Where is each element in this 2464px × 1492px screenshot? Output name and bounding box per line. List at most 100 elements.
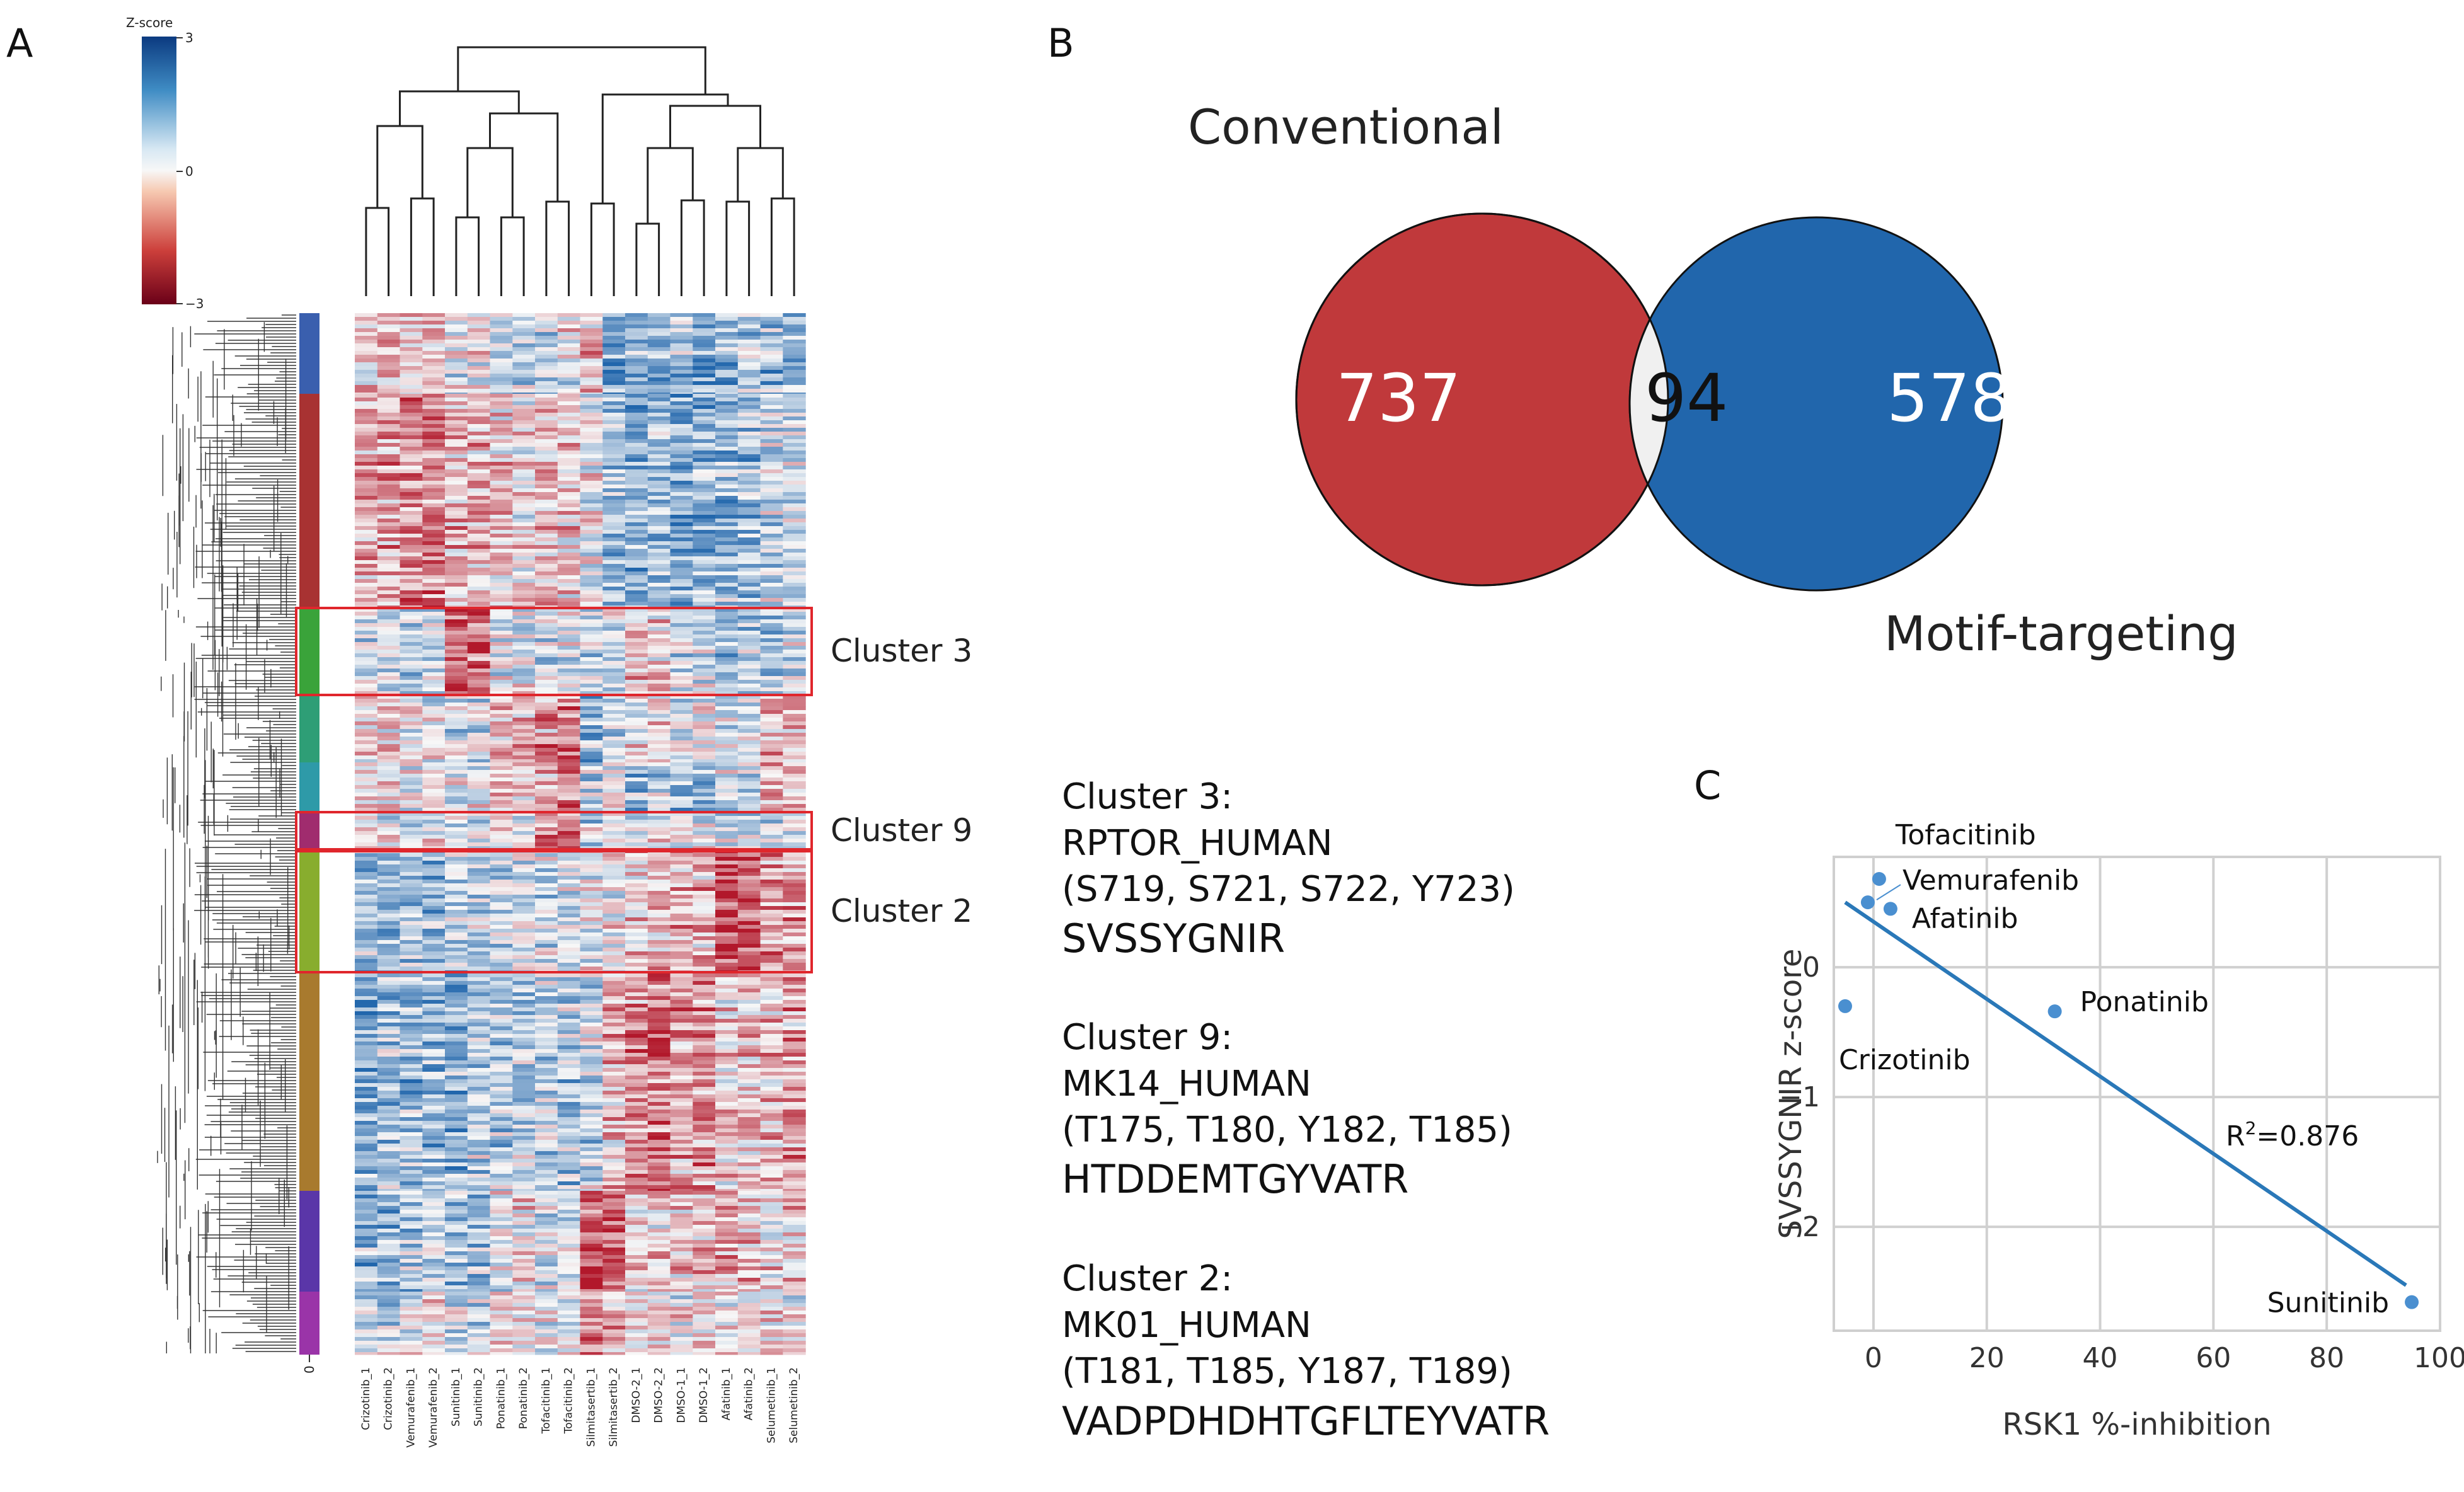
heatmap-cell <box>670 1206 693 1210</box>
heatmap-cell <box>760 932 783 937</box>
heatmap-cell <box>625 439 648 444</box>
heatmap-cell <box>737 1144 761 1148</box>
heatmap-cell <box>467 458 491 462</box>
heatmap-cell <box>625 477 648 481</box>
heatmap-cell <box>693 951 716 956</box>
heatmap-cell <box>400 1030 423 1035</box>
heatmap-cell <box>512 393 536 394</box>
heatmap-cell <box>377 1189 401 1191</box>
heatmap-cell <box>647 477 671 481</box>
heatmap-cell <box>557 740 581 745</box>
heatmap-cell <box>557 967 581 971</box>
heatmap-cell <box>467 710 491 714</box>
heatmap-cell <box>737 1191 761 1195</box>
heatmap-cell <box>445 1023 468 1027</box>
heatmap-cell <box>445 590 468 595</box>
heatmap-cell <box>647 906 671 910</box>
heatmap-cell <box>737 1117 761 1122</box>
heatmap-cell <box>693 804 716 808</box>
heatmap-cell <box>512 827 536 832</box>
heatmap-cell <box>535 598 558 602</box>
heatmap-cell <box>445 816 468 820</box>
heatmap-cell <box>625 733 648 737</box>
heatmap-cell <box>377 612 401 616</box>
heatmap-cell <box>467 1229 491 1233</box>
heatmap-cell <box>355 1034 378 1038</box>
heatmap-cell <box>535 1034 558 1038</box>
heatmap-cell <box>557 1053 581 1057</box>
heatmap-cell <box>693 443 716 447</box>
heatmap-cell <box>737 835 761 839</box>
heatmap-cell <box>355 1113 378 1118</box>
heatmap-cell <box>467 687 491 692</box>
heatmap-cell <box>760 868 783 873</box>
heatmap-cell <box>737 992 761 997</box>
heatmap-cell <box>445 1102 468 1106</box>
heatmap-cell <box>467 691 491 696</box>
heatmap-cell <box>693 519 716 523</box>
heatmap-cell <box>512 959 536 963</box>
heatmap-cell <box>760 1159 783 1163</box>
heatmap-cell <box>490 1225 513 1229</box>
heatmap-cell <box>467 989 491 993</box>
heatmap-cell <box>377 424 401 428</box>
heatmap-cell <box>580 1155 603 1159</box>
heatmap-cell <box>670 827 693 832</box>
heatmap-cell <box>445 1083 468 1087</box>
heatmap-cell <box>580 921 603 926</box>
heatmap-cell <box>602 1191 626 1195</box>
heatmap-cell <box>647 657 671 662</box>
heatmap-cell <box>490 443 513 447</box>
heatmap-cell <box>422 366 446 370</box>
heatmap-cell <box>580 462 603 466</box>
heatmap-cell <box>445 634 468 639</box>
heatmap-cell <box>490 1185 513 1190</box>
heatmap-cell <box>625 343 648 348</box>
heatmap-cell <box>580 343 603 348</box>
heatmap-cell <box>783 1004 806 1008</box>
heatmap-cell <box>647 1076 671 1080</box>
heatmap-cell <box>760 944 783 948</box>
heatmap-cell <box>535 729 558 733</box>
heatmap-cell <box>783 1155 806 1159</box>
heatmap-cell <box>377 355 401 359</box>
heatmap-cell <box>670 450 693 455</box>
heatmap-cell <box>400 1049 423 1053</box>
heatmap-cell <box>715 800 739 805</box>
heatmap-cell <box>625 405 648 410</box>
heatmap-cell <box>445 808 468 812</box>
heatmap-cell <box>467 1232 491 1237</box>
heatmap-cell <box>400 627 423 631</box>
heatmap-cell <box>422 503 446 508</box>
heatmap-cell <box>490 394 513 398</box>
heatmap-cell <box>625 1102 648 1106</box>
heatmap-cell <box>445 477 468 481</box>
heatmap-cell <box>422 812 446 817</box>
heatmap-cell <box>715 718 739 722</box>
heatmap-cell <box>535 823 558 828</box>
heatmap-cell <box>490 575 513 580</box>
heatmap-cell <box>535 1068 558 1072</box>
heatmap-cell <box>602 827 626 832</box>
heatmap-cell <box>355 827 378 832</box>
heatmap-cell <box>602 820 626 824</box>
heatmap-cell <box>602 1202 626 1207</box>
heatmap-cell <box>467 1106 491 1110</box>
heatmap-cell <box>422 1210 446 1214</box>
heatmap-cell <box>512 1170 536 1174</box>
heatmap-cell <box>670 955 693 960</box>
heatmap-cell <box>580 594 603 599</box>
heatmap-cell <box>355 458 378 462</box>
heatmap-cell <box>445 1147 468 1152</box>
heatmap-cell <box>512 526 536 531</box>
heatmap-cell <box>783 401 806 406</box>
heatmap-cell <box>693 1102 716 1106</box>
heatmap-cell <box>693 944 716 948</box>
heatmap-cell <box>760 328 783 333</box>
heatmap-cell <box>535 1132 558 1137</box>
heatmap-cell <box>445 394 468 398</box>
heatmap-cell <box>490 568 513 572</box>
heatmap-cell <box>715 762 739 767</box>
heatmap-cell <box>715 466 739 470</box>
heatmap-cell <box>693 864 716 869</box>
